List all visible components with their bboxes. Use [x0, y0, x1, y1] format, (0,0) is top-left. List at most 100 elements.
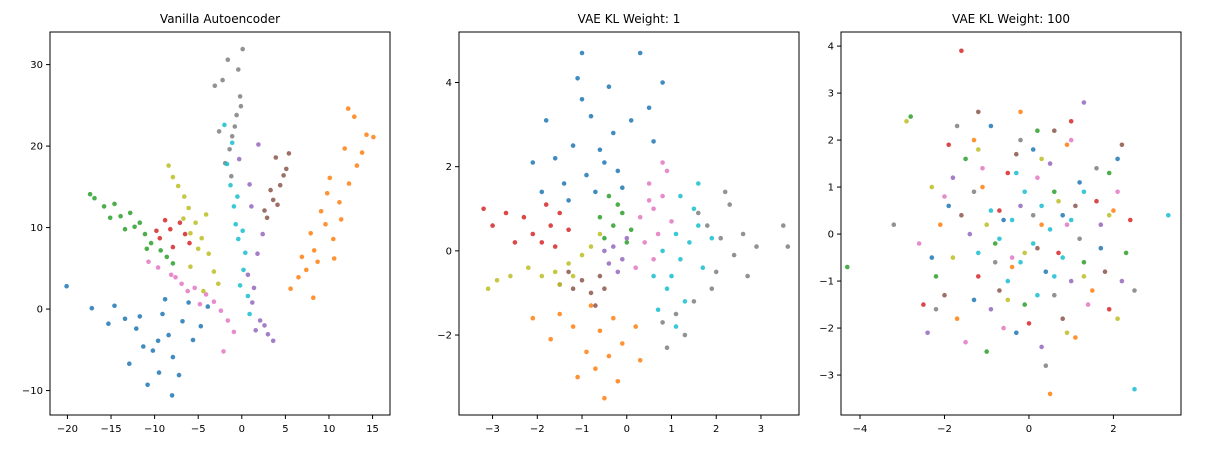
scatter-point	[606, 353, 612, 359]
scatter-point	[1022, 189, 1027, 195]
scatter-point	[624, 240, 630, 245]
scatter-point	[205, 304, 211, 309]
scatter-point	[1106, 307, 1112, 312]
scatter-point	[1001, 325, 1006, 331]
scatter-point	[597, 214, 603, 220]
scatter-point	[1056, 198, 1061, 204]
scatter-point	[150, 348, 156, 353]
scatter-point	[709, 286, 715, 292]
scatter-point	[182, 231, 188, 237]
x-tick-label: 5	[282, 424, 288, 435]
scatter-point	[530, 160, 536, 165]
scatter-point	[597, 273, 603, 279]
scatter-point	[1052, 274, 1057, 279]
scatter-point	[687, 240, 692, 245]
scatter-point	[508, 273, 513, 279]
scatter-point	[364, 132, 369, 137]
scatter-point	[296, 275, 301, 280]
scatter-point	[222, 122, 227, 128]
scatter-point	[203, 292, 209, 297]
scatter-point	[206, 251, 211, 256]
scatter-point	[324, 191, 330, 196]
scatter-point	[338, 217, 344, 222]
scatter-point	[633, 324, 638, 329]
scatter-point	[1035, 128, 1040, 133]
scatter-point	[229, 173, 234, 179]
scatter-point	[211, 269, 217, 274]
scatter-point	[288, 286, 293, 292]
scatter-points	[845, 48, 1171, 397]
scatter-point	[933, 307, 939, 312]
scatter-point	[162, 217, 168, 223]
scatter-point	[238, 103, 244, 109]
scatter-point	[503, 210, 509, 216]
scatter-point	[959, 213, 964, 218]
scatter-point	[660, 193, 665, 199]
scatter-point	[615, 202, 621, 207]
scatter-point	[1022, 250, 1027, 256]
scatter-point	[602, 160, 607, 165]
scatter-point	[566, 227, 571, 233]
x-tick-label: 2	[713, 424, 719, 435]
scatter-point	[337, 200, 342, 205]
scatter-point	[1106, 170, 1112, 176]
scatter-point	[148, 240, 154, 246]
chart-title: VAE KL Weight: 100	[952, 12, 1070, 26]
scatter-point	[122, 226, 128, 232]
scatter-point	[1077, 180, 1082, 185]
scatter-point	[164, 254, 170, 260]
scatter-point	[669, 273, 674, 279]
scatter-point	[588, 244, 594, 249]
y-tick-label: −2	[819, 324, 834, 335]
scatter-point	[1005, 170, 1011, 176]
scatter-point	[938, 222, 943, 227]
scatter-point	[781, 223, 786, 228]
scatter-point	[127, 361, 132, 367]
scatter-point	[220, 77, 225, 83]
scatter-point	[1035, 175, 1040, 180]
scatter-point	[1052, 128, 1057, 133]
y-tick-label: 0	[37, 305, 43, 316]
scatter-point	[628, 227, 634, 233]
y-tick-label: −10	[22, 386, 43, 397]
scatter-point	[664, 345, 670, 351]
scatter-point	[485, 286, 491, 292]
scatter-point	[727, 202, 732, 207]
scatter-point	[1081, 274, 1087, 279]
chart-panel-1: −20 −15 −10 −5 0 5 10 15 −10 0 10 20 30 Vanilla Autoe…	[22, 12, 391, 435]
scatter-point	[331, 256, 337, 261]
scatter-point	[946, 203, 951, 209]
scatter-point	[579, 97, 585, 102]
scatter-point	[976, 250, 981, 256]
scatter-point	[236, 236, 241, 242]
y-tick-label: 10	[30, 223, 43, 234]
scatter-point	[231, 204, 237, 209]
scatter-point	[190, 337, 196, 343]
scatter-point	[1047, 227, 1053, 232]
scatter-point	[228, 182, 233, 188]
scatter-point	[1018, 260, 1023, 265]
scatter-point	[575, 76, 580, 81]
scatter-point	[227, 147, 232, 152]
scatter-point	[731, 252, 737, 258]
scatter-point	[197, 301, 203, 307]
scatter-point	[245, 272, 251, 278]
scatter-point	[166, 163, 171, 168]
scatter-point	[646, 198, 652, 203]
y-tick-label: 2	[446, 162, 452, 173]
axes-frame	[840, 31, 1182, 416]
scatter-point	[1018, 109, 1023, 115]
scatter-point	[664, 286, 670, 292]
scatter-point	[954, 123, 960, 129]
scatter-point	[1014, 330, 1019, 336]
scatter-point	[655, 231, 661, 237]
scatter-point	[579, 252, 585, 258]
scatter-point	[179, 281, 184, 287]
scatter-point	[245, 293, 251, 299]
scatter-point	[1039, 222, 1044, 227]
scatter-point	[678, 257, 683, 262]
x-tick-label: 0	[624, 424, 630, 435]
scatter-point	[950, 255, 956, 260]
x-tick-label: 3	[758, 424, 764, 435]
scatter-point	[216, 281, 221, 287]
